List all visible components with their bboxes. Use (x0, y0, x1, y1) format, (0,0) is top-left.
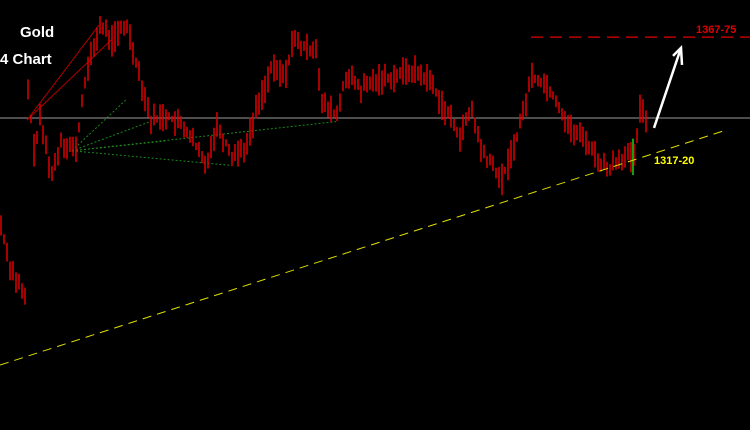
fan-line-green (71, 150, 232, 166)
fan-line (26, 24, 100, 121)
up-arrow-icon (652, 47, 683, 129)
fan-line-green (71, 121, 151, 152)
target-price-label: 1367-75 (696, 24, 737, 36)
support-trendline (0, 129, 727, 366)
chart-title-line-2: 4 Chart (0, 51, 52, 68)
fan-line-green (71, 99, 127, 152)
support-price-label: 1317-20 (654, 155, 695, 167)
fan-line (26, 39, 112, 121)
chart-title-line-1: Gold (20, 24, 55, 41)
fan-line-green (71, 140, 166, 152)
fan-line-green (71, 121, 337, 152)
arrow-head-icon (672, 45, 684, 65)
